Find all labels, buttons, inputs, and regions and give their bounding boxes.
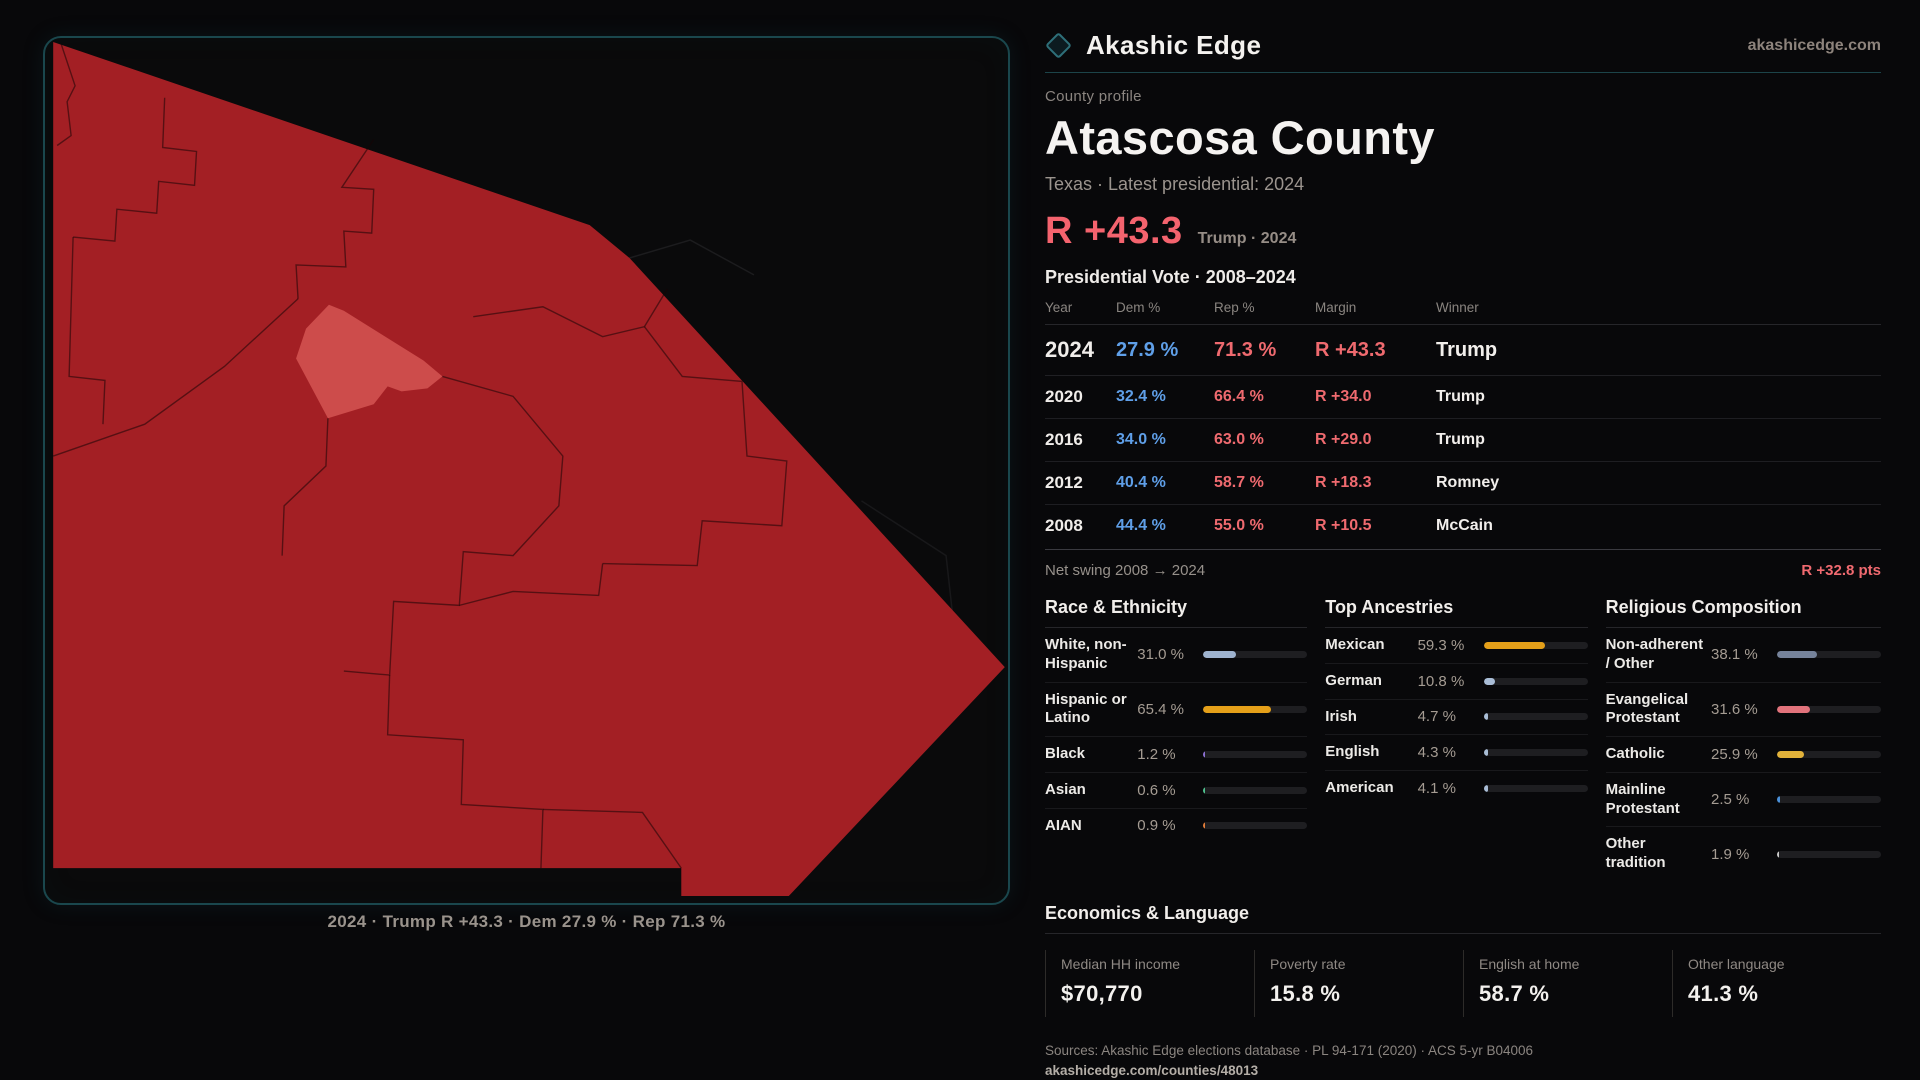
header-divider: [1045, 72, 1881, 73]
county-shape: [53, 41, 1005, 897]
stat-bar: [1483, 677, 1588, 685]
col-rep: Rep %: [1214, 300, 1255, 315]
stat-bar: [1203, 705, 1308, 713]
stat-row: Mexican 59.3 %: [1325, 628, 1588, 664]
stat-bar: [1483, 713, 1588, 721]
section-title: Top Ancestries: [1325, 597, 1454, 617]
section-title: Religious Composition: [1605, 597, 1802, 617]
demographics-section: Race & Ethnicity White, non-Hispanic 31.0…: [1045, 597, 1881, 881]
site-domain-link[interactable]: akashicedge.com: [1747, 36, 1881, 54]
col-winner: Winner: [1436, 300, 1479, 315]
permalink[interactable]: akashicedge.com/counties/48013: [1045, 1062, 1259, 1078]
latest-margin-context: Trump · 2024: [1197, 230, 1297, 247]
stat-row: English 4.3 %: [1325, 735, 1588, 771]
col-dem: Dem %: [1116, 300, 1161, 315]
stat-row: Black 1.2 %: [1045, 737, 1308, 773]
sources-text: Sources: Akashic Edge elections database…: [1045, 1042, 1534, 1058]
map-caption: 2024 · Trump R +43.3 · Dem 27.9 % · Rep …: [327, 912, 726, 931]
section-divider: [1045, 932, 1881, 934]
table-header-row: Year Dem % Rep % Margin Winner: [1045, 300, 1881, 325]
table-row: 2024 27.9 % 71.3 % R +43.3 Trump: [1045, 325, 1881, 376]
section-title: Race & Ethnicity: [1045, 597, 1188, 617]
stat-row: Catholic 25.9 %: [1605, 737, 1881, 773]
latest-margin-value: R +43.3: [1045, 210, 1183, 252]
page-title: Atascosa County: [1045, 111, 1435, 164]
ancestries-card: Top Ancestries Mexican 59.3 % German 10.8 …: [1325, 597, 1588, 881]
stat-bar: [1203, 651, 1308, 659]
economics-section: Economics & Language Median HH income $7…: [1045, 903, 1881, 1017]
brand-diamond-icon: [1045, 32, 1072, 59]
stat-bar: [1776, 750, 1881, 758]
section-divider: [1045, 627, 1308, 628]
brand-name: Akashic Edge: [1086, 30, 1262, 60]
page-subtitle: Texas · Latest presidential: 2024: [1045, 174, 1305, 194]
stat-bar: [1203, 786, 1308, 794]
stat-row: German 10.8 %: [1325, 664, 1588, 700]
religion-card: Religious Composition Non-adherent / Oth…: [1605, 597, 1881, 881]
presidential-vote-table: Year Dem % Rep % Margin Winner 2024 27.9…: [1045, 300, 1881, 579]
stat-row: Asian 0.6 %: [1045, 773, 1308, 809]
table-row: 2012 40.4 % 58.7 % R +18.3 Romney: [1045, 462, 1881, 505]
col-year: Year: [1045, 300, 1073, 315]
stat-median-income: Median HH income $70,770: [1045, 949, 1254, 1017]
page-eyebrow: County profile: [1045, 88, 1142, 105]
section-title: Economics & Language: [1045, 902, 1250, 923]
stat-bar: [1776, 850, 1881, 858]
stat-bar: [1203, 750, 1308, 758]
table-row: 2016 34.0 % 63.0 % R +29.0 Trump: [1045, 419, 1881, 462]
stat-english-at-home: English at home 58.7 %: [1463, 949, 1672, 1017]
stat-bar: [1483, 784, 1588, 792]
stat-row: Hispanic or Latino 65.4 %: [1045, 683, 1308, 737]
stat-row: Other tradition 1.9 %: [1606, 827, 1881, 881]
race-ethnicity-card: Race & Ethnicity White, non-Hispanic 31.0…: [1045, 597, 1308, 881]
stat-row: American 4.1 %: [1325, 771, 1588, 806]
col-margin: Margin: [1315, 300, 1357, 315]
header: Akashic Edge akashicedge.com: [1045, 30, 1881, 61]
table-row: 2008 44.4 % 55.0 % R +10.5 McCain: [1045, 516, 1493, 535]
footer: Sources: Akashic Edge elections database…: [1045, 1043, 1881, 1078]
county-map: [52, 41, 1005, 897]
stat-poverty-rate: Poverty rate 15.8 %: [1254, 949, 1463, 1017]
stat-bar: [1203, 822, 1308, 830]
stat-row: Mainline Protestant 2.5 %: [1605, 773, 1881, 828]
net-swing-label: Net swing 2008 → 2024: [1045, 562, 1206, 579]
stat-row: Irish 4.7 %: [1325, 700, 1588, 736]
section-divider: [1325, 627, 1588, 628]
highlighted-precinct: [296, 304, 443, 419]
stat-row: AIAN 0.9 %: [1045, 809, 1308, 844]
table-row: 2020 32.4 % 66.4 % R +34.0 Trump: [1045, 376, 1881, 419]
stat-bar: [1483, 749, 1588, 757]
section-divider: [1605, 627, 1881, 628]
latest-margin: R +43.3 Trump · 2024: [1045, 210, 1881, 253]
net-swing-value: R +32.8 pts: [1801, 562, 1881, 579]
stat-bar: [1776, 705, 1881, 713]
county-profile-panel: Akashic Edge akashicedge.com County prof…: [1045, 30, 1881, 1078]
stat-other-language: Other language 41.3 %: [1672, 949, 1881, 1017]
stat-bar: [1776, 651, 1881, 659]
stat-row: Non-adherent / Other 38.1 %: [1605, 628, 1881, 683]
table-title: Presidential Vote · 2008–2024: [1045, 267, 1296, 287]
county-map-panel: [43, 36, 1010, 905]
stat-row: White, non-Hispanic 31.0 %: [1045, 628, 1308, 683]
stat-bar: [1483, 641, 1588, 649]
net-swing-row: Net swing 2008 → 2024 R +32.8 pts: [1045, 549, 1881, 579]
stat-bar: [1776, 796, 1881, 803]
stat-row: Evangelical Protestant 31.6 %: [1605, 683, 1881, 737]
